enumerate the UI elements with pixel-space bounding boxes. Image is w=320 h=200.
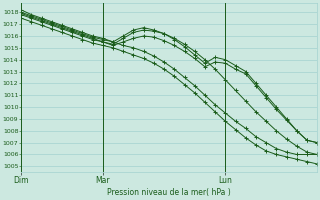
X-axis label: Pression niveau de la mer( hPa ): Pression niveau de la mer( hPa ): [107, 188, 231, 197]
